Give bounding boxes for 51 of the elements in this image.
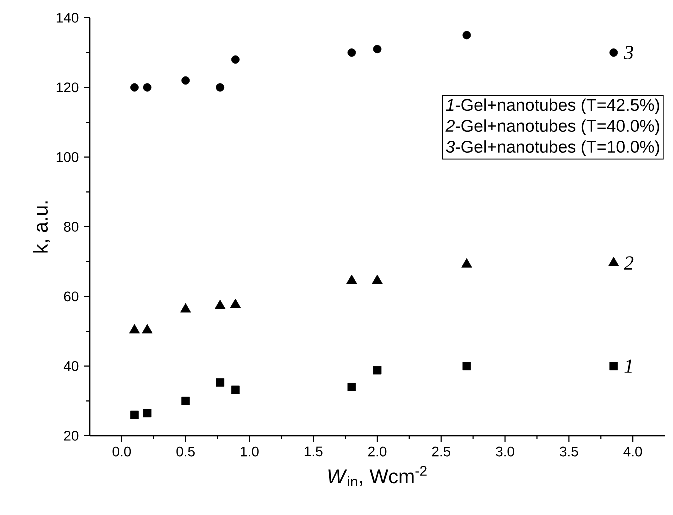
point: [462, 258, 472, 268]
x-tick-label: 3.5: [560, 446, 578, 457]
point: [348, 383, 356, 392]
x-tick-label: 0.5: [176, 446, 195, 457]
x-axis-title: W$_{in}$, Wcm$^{-2}$: [328, 466, 427, 487]
y-tick-label: 60: [64, 292, 79, 302]
point: [216, 83, 225, 92]
y-tick-label: 40: [64, 361, 79, 372]
annotation: 1-Gel+nanotubes (T=42.5%): [446, 98, 660, 114]
y-axis-title: k, a.u.: [33, 202, 50, 253]
point: [610, 48, 618, 58]
point: [130, 410, 139, 420]
point: [230, 298, 242, 308]
x-tick-label: 0.0: [112, 446, 132, 457]
x-tick-label: 2.5: [432, 446, 450, 457]
y-tick-label: 20: [64, 431, 79, 441]
x-tick-label: 1.5: [304, 446, 323, 457]
point: [462, 31, 472, 40]
y-tick-label: 120: [56, 82, 79, 93]
point: [608, 257, 620, 266]
point: [182, 76, 190, 85]
x-tick-label: 3.0: [496, 446, 514, 457]
y-tick-label: 100: [56, 152, 79, 162]
series-label: 2: [624, 256, 634, 270]
point: [346, 274, 358, 284]
series-label: 1: [624, 360, 632, 373]
series-label: 3: [624, 46, 634, 60]
point: [462, 362, 472, 371]
point: [216, 378, 225, 387]
point: [373, 45, 382, 54]
y-tick-label: 80: [64, 222, 79, 232]
point: [372, 274, 383, 284]
point: [143, 409, 152, 418]
point: [373, 366, 382, 375]
point: [143, 83, 152, 92]
point: [610, 362, 618, 371]
point: [231, 56, 240, 64]
annotation: 3-Gel+nanotubes (T=10.0%): [446, 140, 660, 156]
point: [129, 324, 140, 334]
point: [180, 303, 192, 313]
x-tick-label: 2.0: [368, 446, 387, 457]
point: [130, 83, 139, 92]
point: [182, 396, 190, 406]
point: [142, 324, 153, 334]
y-tick-label: 140: [56, 13, 79, 23]
point: [348, 48, 356, 58]
annotation: 2-Gel+nanotubes (T=40.0%): [446, 120, 660, 136]
x-tick-label: 1.0: [241, 446, 259, 457]
point: [231, 386, 240, 394]
x-tick-label: 4.0: [624, 446, 642, 457]
point: [214, 300, 226, 310]
